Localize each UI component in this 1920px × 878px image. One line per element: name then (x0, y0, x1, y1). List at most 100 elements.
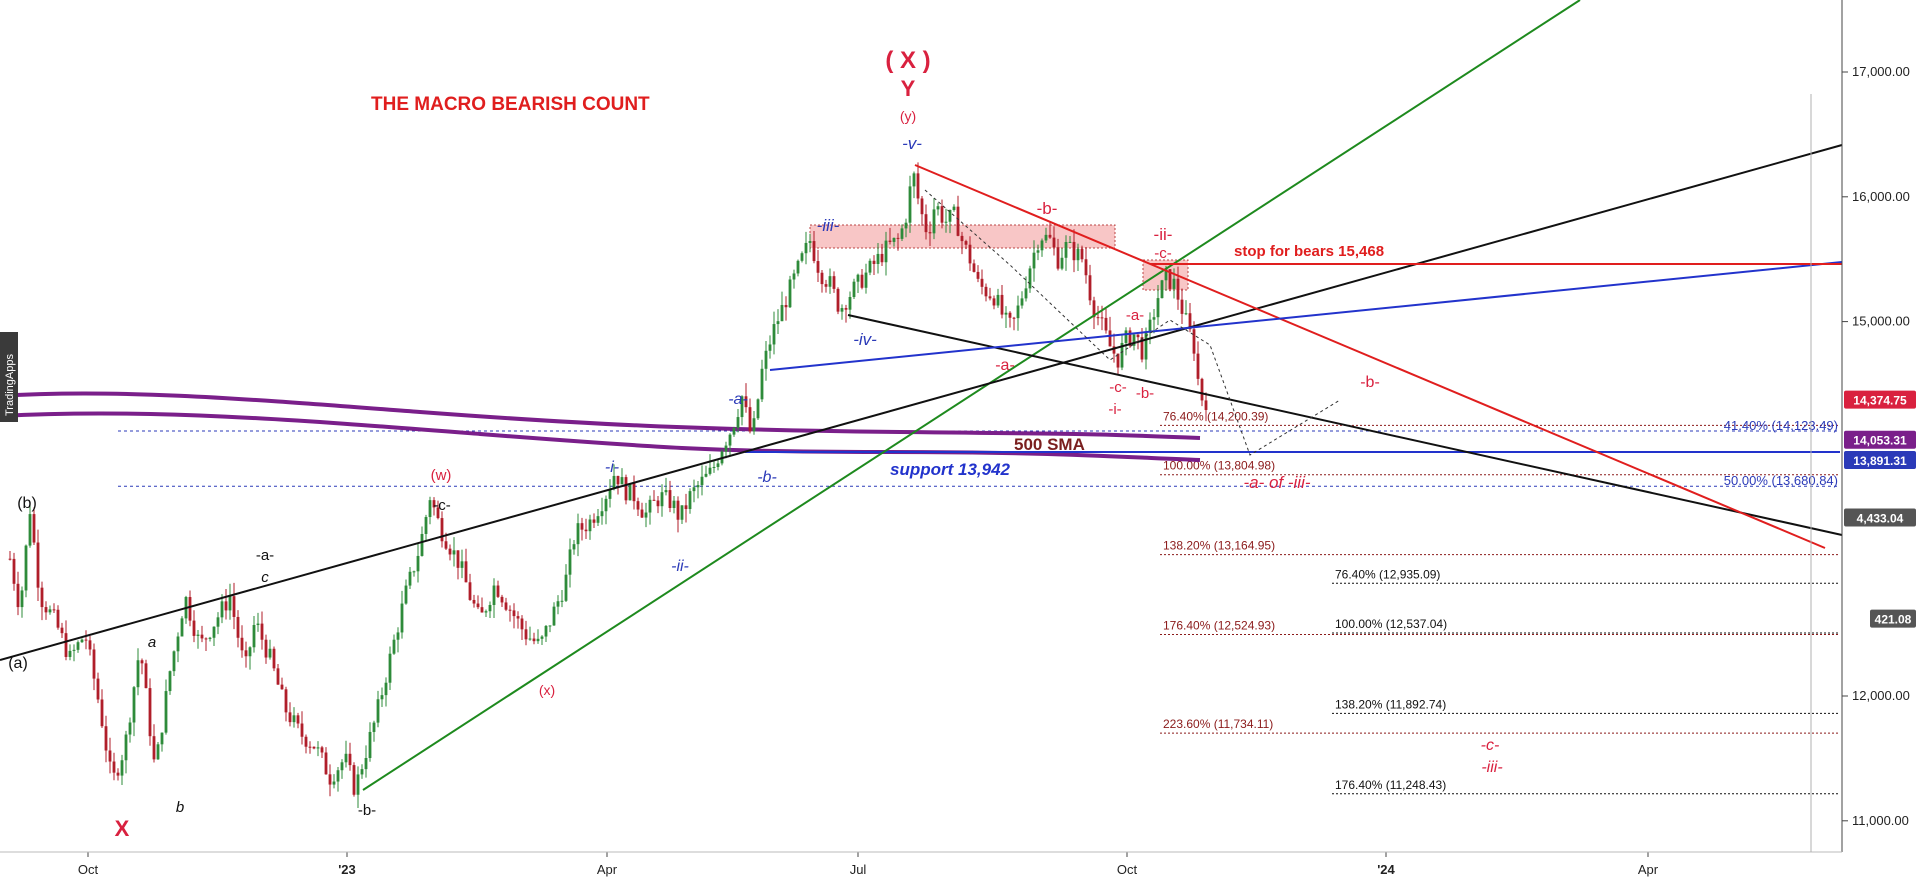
candle-body (1188, 313, 1192, 330)
candle-body (172, 651, 176, 672)
candle-body (120, 760, 124, 776)
candle-body (496, 585, 500, 597)
candle-body (284, 689, 288, 713)
candle-body (64, 633, 68, 657)
candle-body (360, 769, 364, 775)
candle-body (328, 774, 332, 785)
candle-body (1180, 299, 1184, 314)
candle-body (1096, 317, 1100, 319)
candle-body (1200, 378, 1204, 401)
candle-body (644, 512, 648, 518)
candle-body (652, 499, 656, 501)
y-tick-label: 17,000.00 (1852, 64, 1910, 79)
candle-body (332, 781, 336, 785)
candle-body (776, 321, 780, 325)
candle-body (572, 544, 576, 550)
candle-body (824, 284, 828, 287)
candle-body (532, 638, 536, 642)
candle-body (448, 548, 452, 555)
price-tag (1844, 430, 1916, 449)
candle-body (228, 596, 232, 611)
candle-body (292, 715, 296, 723)
candle-body (604, 498, 608, 512)
y-tick-label: 16,000.00 (1852, 189, 1910, 204)
candle-body (596, 516, 600, 523)
candle-body (684, 505, 688, 510)
candle-body (376, 699, 380, 723)
trendline-black-up (0, 144, 1843, 661)
candle-body (916, 173, 920, 199)
candle-body (1132, 334, 1136, 346)
candle-body (352, 765, 356, 795)
candle-body (68, 650, 72, 657)
candle-body (852, 281, 856, 298)
candle-body (648, 499, 652, 513)
candle-body (992, 298, 996, 306)
candle-body (588, 519, 592, 532)
y-tick-label: 11,000.00 (1852, 813, 1909, 828)
candle-body (1040, 240, 1044, 251)
candle-body (1004, 312, 1008, 315)
candle-body (312, 746, 316, 749)
candle-body (264, 639, 268, 658)
candle-body (1060, 257, 1064, 269)
candle-body (456, 550, 460, 568)
price-tag (1844, 508, 1916, 527)
candle-body (1024, 288, 1028, 299)
wave-label: -a- (256, 547, 274, 564)
candle-body (780, 305, 784, 322)
candle-body (812, 241, 816, 262)
candle-body (980, 278, 984, 287)
candle-body (412, 571, 416, 573)
wave-label: ( X ) (885, 47, 930, 74)
candle-body (1092, 300, 1096, 318)
candle-body (732, 427, 736, 435)
candle-body (1052, 237, 1056, 248)
candle-body (104, 726, 108, 751)
candle-body (276, 668, 280, 685)
candle-body (192, 620, 196, 636)
candle-body (960, 235, 964, 242)
candle-body (424, 517, 428, 534)
candle-body (168, 671, 172, 692)
candle-body (224, 601, 228, 611)
fib-level-label: 76.40% (14,200.39) (1163, 409, 1268, 423)
candle-body (628, 483, 632, 501)
candle-body (216, 617, 220, 627)
candle-body (768, 344, 772, 351)
candle-body (268, 648, 272, 658)
wave-label: X (115, 816, 130, 841)
candle-body (520, 618, 524, 630)
candle-body (728, 434, 732, 446)
candle-body (1184, 313, 1188, 315)
candle-body (756, 399, 760, 419)
price-tag-label: 14,374.75 (1853, 394, 1907, 408)
candle-body (80, 639, 84, 643)
candle-body (428, 500, 432, 518)
candle-body (932, 209, 936, 234)
wave-label: c (261, 569, 269, 586)
x-tick-label: Apr (597, 862, 618, 877)
fib-level-label: 138.20% (13,164.95) (1163, 539, 1275, 553)
candle-body (736, 417, 740, 428)
candle-body (988, 296, 992, 299)
candle-body (124, 734, 128, 761)
candle-body (956, 206, 960, 236)
candle-body (1056, 247, 1060, 269)
candle-body (460, 561, 464, 568)
candle-body (16, 583, 20, 608)
candle-body (96, 678, 100, 700)
candle-body (1168, 269, 1172, 289)
candle-body (704, 473, 708, 477)
candle-body (436, 507, 440, 519)
x-tick-label: Apr (1638, 862, 1659, 877)
wave-label: -a- of -iii- (1243, 473, 1310, 492)
candle-body (288, 712, 292, 723)
candle-body (864, 272, 868, 288)
candle-body (468, 582, 472, 600)
price-tag-label: 4,433.04 (1857, 512, 1904, 526)
candle-body (984, 286, 988, 297)
candle-body (32, 514, 36, 543)
candle-body (948, 210, 952, 222)
